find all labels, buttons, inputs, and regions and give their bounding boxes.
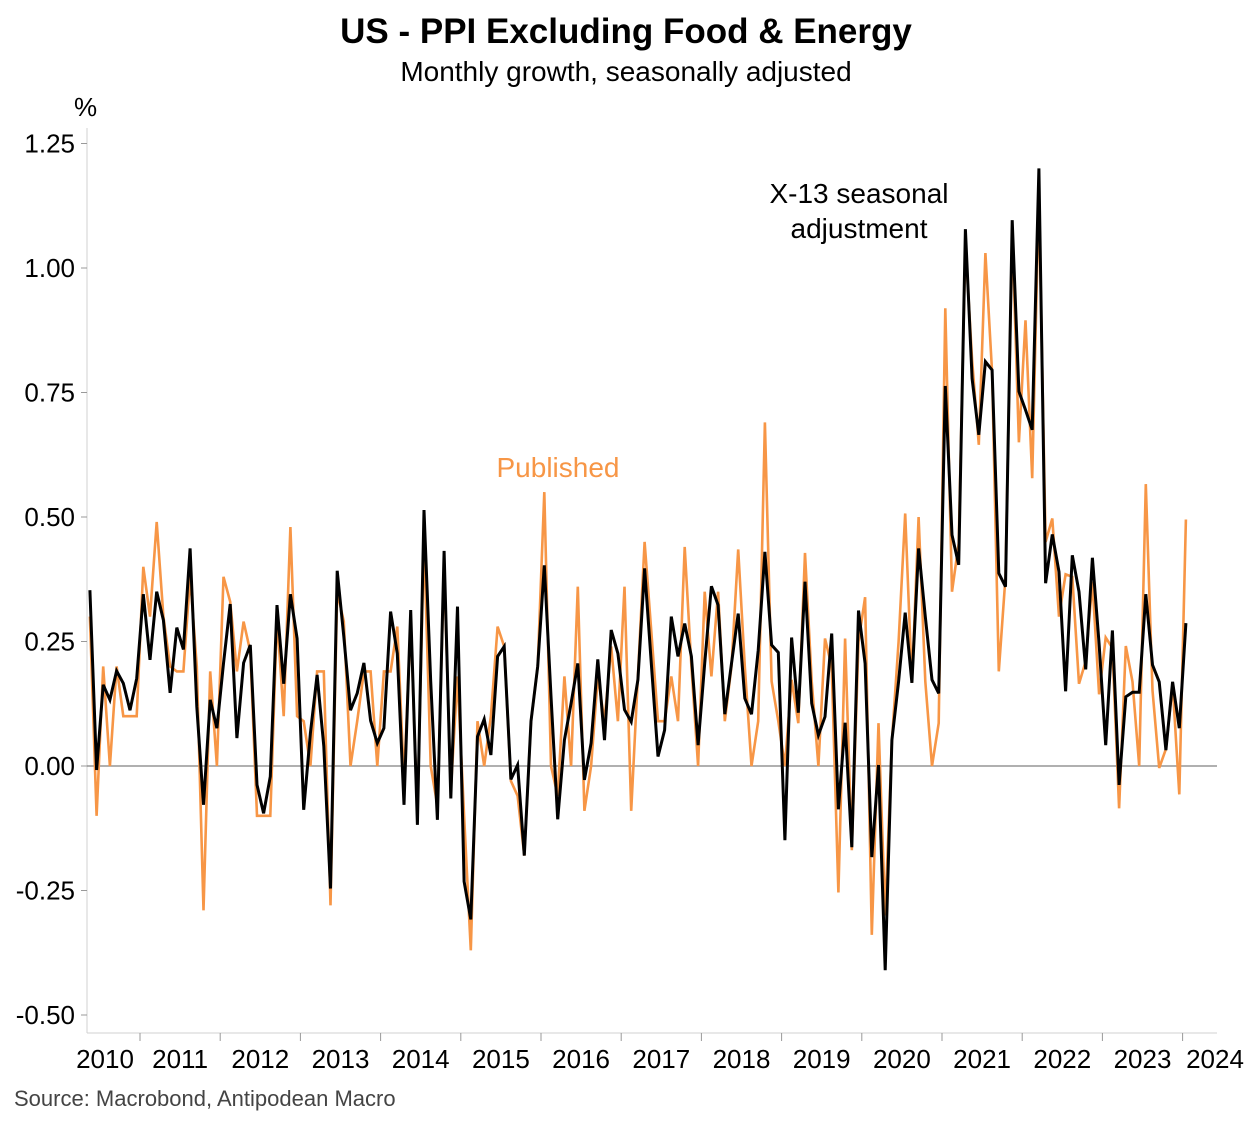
x-tick-label: 2014 [392, 1044, 450, 1074]
x-tick-label: 2020 [873, 1044, 931, 1074]
y-tick-label: -0.50 [16, 1000, 75, 1030]
x-tick-label: 2010 [76, 1044, 134, 1074]
y-axis-unit-label: % [74, 92, 97, 122]
y-tick-label: 0.00 [24, 751, 75, 781]
chart-title: US - PPI Excluding Food & Energy [340, 12, 912, 51]
y-tick-label: 1.00 [24, 253, 75, 283]
y-axis-ticks: 1.25 1.00 0.75 0.50 0.25 0.00 -0.25 -0.50 [16, 129, 87, 1030]
x-tick-label: 2018 [713, 1044, 771, 1074]
x-tick-label: 2011 [152, 1044, 208, 1074]
x-tick-label: 2019 [793, 1044, 851, 1074]
x-tick-label: 2013 [312, 1044, 370, 1074]
series-x13-line [88, 168, 1188, 971]
x-tick-label: 2021 [953, 1044, 1011, 1074]
x-axis-ticks: 2010 2011 2012 2013 2014 2015 2016 2017 2018 2019… [76, 1033, 1244, 1074]
x-tick-label: 2015 [472, 1044, 530, 1074]
series-published-line [88, 193, 1188, 951]
x-tick-label: 2016 [552, 1044, 610, 1074]
x-tick-label: 2024 [1186, 1044, 1244, 1074]
y-tick-label: -0.25 [16, 876, 75, 906]
series-lines [88, 168, 1188, 971]
axes [86, 128, 1217, 1034]
annotation-x13-line1: X-13 seasonal [769, 178, 948, 209]
x-tick-label: 2022 [1033, 1044, 1091, 1074]
y-tick-label: 0.50 [24, 502, 75, 532]
y-tick-label: 1.25 [24, 129, 75, 159]
x-tick-label: 2012 [231, 1044, 289, 1074]
source-note: Source: Macrobond, Antipodean Macro [14, 1086, 396, 1111]
x-tick-label: 2017 [632, 1044, 690, 1074]
annotation-x13-line2: adjustment [791, 213, 928, 244]
y-tick-label: 0.75 [24, 378, 75, 408]
chart-subtitle: Monthly growth, seasonally adjusted [400, 56, 851, 87]
annotation-published: Published [497, 452, 620, 483]
x-tick-label: 2023 [1114, 1044, 1172, 1074]
y-tick-label: 0.25 [24, 627, 75, 657]
